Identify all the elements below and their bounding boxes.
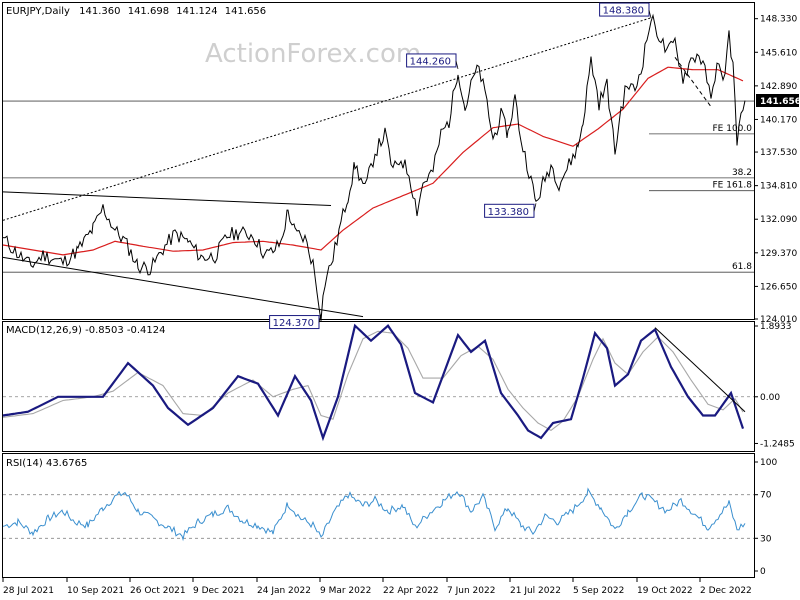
price-tick-label: 124.010 (760, 315, 797, 325)
trendline (674, 57, 712, 108)
ohlc-open: 141.360 (79, 6, 120, 17)
price-tick-label: 129.370 (760, 249, 797, 259)
rsi-title: RSI(14) 43.6765 (6, 458, 87, 469)
annotation-label: 124.370 (273, 318, 314, 329)
macd-axis-ticks: 1.8933 0.00 -1.2485 (754, 322, 795, 449)
price-tick-label: 148.330 (760, 15, 797, 25)
x-tick-label: 22 Apr 2022 (383, 586, 439, 596)
annotation-leader (533, 203, 537, 212)
macd-tick-label: 0.00 (760, 393, 780, 403)
price-annotations: 148.380 144.260 133.380 124.370 (269, 2, 652, 330)
price-tick-label: 134.810 (760, 182, 797, 192)
rsi-line (2, 487, 746, 542)
x-tick-label: 9 Mar 2022 (320, 586, 371, 596)
ohlc-close: 141.656 (225, 6, 266, 17)
ohlc-low: 141.124 (176, 6, 217, 17)
macd-line (2, 323, 745, 442)
header-comma: , (41, 6, 44, 17)
x-tick-label: 7 Jun 2022 (447, 586, 495, 596)
watermark: ActionForex.com (205, 39, 421, 69)
price-tick-label: 132.090 (760, 215, 797, 225)
price-tick-label: 126.650 (760, 282, 797, 292)
x-tick-label: 10 Sep 2021 (67, 586, 124, 596)
annotation-box (406, 53, 457, 68)
x-tick-label: 19 Oct 2022 (637, 586, 693, 596)
rsi-axis-ticks: 100 70 30 0 (754, 458, 777, 577)
macd-signal-line (2, 330, 744, 432)
x-axis-ticks: 28 Jul 2021 10 Sep 2021 26 Oct 2021 9 Dec 2… (2, 578, 752, 596)
x-tick-label: 28 Jul 2021 (3, 586, 54, 596)
price-level-label: FE 100.0 (713, 124, 753, 134)
trendline (2, 191, 332, 207)
trendline (2, 17, 652, 221)
trendline (2, 256, 364, 318)
price-trendlines (2, 17, 712, 318)
annotation-leader (648, 9, 652, 19)
x-tick-label: 26 Oct 2021 (130, 586, 186, 596)
price-axis-ticks: 148.330 145.610 142.890 140.170 137.530 134.8… (754, 15, 797, 325)
macd-tick-label: 1.8933 (760, 322, 792, 332)
rsi-tick-label: 100 (760, 458, 777, 468)
macd-title: MACD(12,26,9) -0.8503 -0.4124 (6, 325, 166, 336)
price-header: EURJPY,Daily 141.360 141.698 141.124 141… (6, 6, 266, 17)
rsi-levels (3, 494, 754, 539)
price-panel-frame (2, 2, 755, 320)
annotation-leader (318, 314, 322, 323)
rsi-tick-label: 70 (760, 491, 772, 501)
x-tick-label: 2 Dec 2022 (700, 586, 752, 596)
price-levels: FE 100.0 38.2 FE 161.8 61.8 (3, 100, 754, 273)
rsi-tick-label: 0 (760, 567, 766, 577)
price-level-label: 61.8 (732, 262, 752, 272)
ohlc-high: 141.698 (128, 6, 169, 17)
rsi-tick-label: 30 (760, 534, 772, 544)
price-tick-label: 137.530 (760, 148, 797, 158)
annotation-label: 148.380 (603, 6, 644, 17)
symbol: EURJPY (6, 6, 42, 17)
last-price-label: 141.656 (760, 97, 800, 107)
macd-tick-label: -1.2485 (760, 439, 795, 449)
x-tick-label: 24 Jan 2022 (257, 586, 311, 596)
annotation-leader (455, 60, 459, 70)
moving-average-line (2, 66, 744, 256)
price-level-label: 38.2 (732, 168, 752, 178)
last-price-badge (756, 94, 799, 107)
price-tick-label: 140.170 (760, 115, 797, 125)
price-level-label: FE 161.8 (713, 181, 753, 191)
rsi-panel-frame (2, 453, 755, 578)
macd-trendline (654, 327, 746, 413)
annotation-label: 144.260 (410, 56, 451, 67)
price-tick-label: 142.890 (760, 82, 797, 92)
price-series-line (2, 13, 746, 321)
timeframe: Daily (45, 6, 70, 17)
x-tick-label: 5 Sep 2022 (573, 586, 624, 596)
annotation-label: 133.380 (488, 207, 529, 218)
price-tick-label: 145.610 (760, 48, 797, 58)
annotation-box (599, 2, 650, 17)
x-tick-label: 9 Dec 2021 (193, 586, 245, 596)
x-tick-label: 21 Jul 2022 (510, 586, 561, 596)
macd-panel-frame (2, 321, 755, 452)
